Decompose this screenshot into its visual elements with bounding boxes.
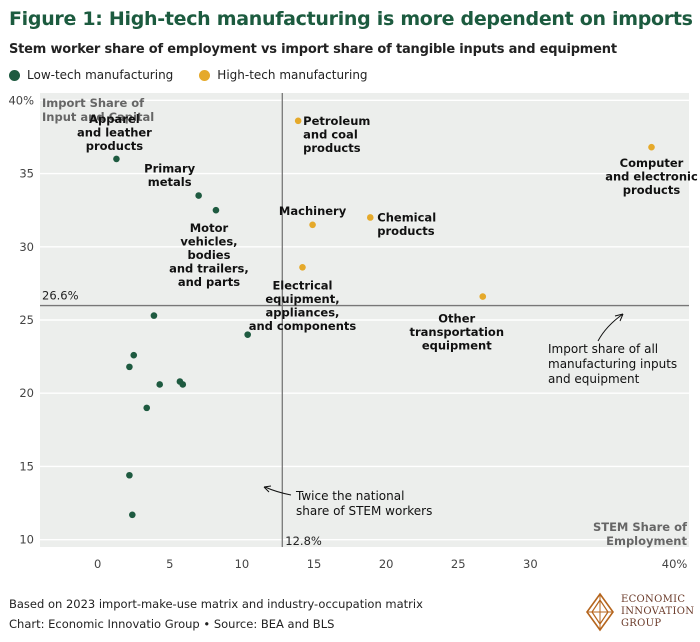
- point-low-tech-4: [150, 312, 158, 319]
- y-tick-label-30: 30: [19, 240, 34, 254]
- x-tick-label-10: 10: [235, 557, 250, 571]
- chart-subtitle: Stem worker share of employment vs impor…: [9, 42, 617, 57]
- legend-item-high-tech: High-tech manufacturing: [199, 68, 368, 82]
- legend-swatch-high-tech: [199, 69, 211, 81]
- annotation-import-share-arrow: [597, 313, 624, 342]
- point-high-tech-3: [299, 263, 306, 271]
- point-low-tech-9: [179, 381, 187, 388]
- point-label-other-transportation-equipment: Other transportation equipment: [409, 312, 504, 353]
- point-high-tech-2: [366, 214, 374, 221]
- x-tick-label-0: 0: [94, 557, 101, 571]
- y-tick-label-35: 35: [19, 167, 34, 181]
- annotation-import-share-arrowhead: [614, 313, 624, 322]
- legend-item-low-tech: Low-tech manufacturing: [9, 68, 173, 82]
- point-label-motor-vehicles-bodies-and-trailers-and-parts: Motor vehicles, bodies and trailers, and par…: [169, 221, 249, 289]
- point-low-tech-0: [113, 155, 120, 163]
- point-high-tech-4: [479, 293, 487, 300]
- logo-text-line2: INNOVATION: [621, 606, 695, 617]
- point-label-computer-and-electronic-products: Computer and electronic products: [605, 156, 698, 197]
- logo: ECONOMIC INNOVATION GROUP: [585, 592, 694, 632]
- point-high-tech-5: [648, 143, 655, 151]
- x-tick-label-40: 40%: [662, 557, 688, 571]
- point-high-tech-1: [309, 221, 316, 229]
- y-axis-title: Import Share of Input and Capital: [42, 96, 154, 124]
- annotation-stem-share-arrow: [264, 486, 292, 496]
- annotation-import-share: Import share of all manufacturing inputs a…: [548, 342, 677, 386]
- point-low-tech-7: [156, 381, 164, 388]
- footnote: Based on 2023 import-make-use matrix and…: [9, 597, 423, 611]
- point-low-tech-3: [244, 331, 251, 338]
- y-tick-label-40: 40%: [8, 93, 34, 107]
- legend-label-low-tech: Low-tech manufacturing: [27, 68, 174, 82]
- chart-title: Figure 1: High-tech manufacturing is mor…: [9, 8, 693, 30]
- y-tick-label-20: 20: [19, 386, 34, 400]
- x-axis-title: STEM Share of Employment: [593, 520, 688, 548]
- ref-line-vertical-label: 12.8%: [285, 534, 322, 548]
- x-tick-label-5: 5: [166, 557, 173, 571]
- x-tick-label-20: 20: [379, 557, 394, 571]
- x-tick-label-15: 15: [307, 557, 322, 571]
- x-tick-label-25: 25: [451, 557, 466, 571]
- annotation-stem-share-arrowhead: [263, 485, 272, 493]
- logo-mark-icon: [586, 592, 614, 632]
- point-low-tech-2: [212, 206, 220, 214]
- ref-line-horizontal-label: 26.6%: [42, 289, 79, 303]
- y-tick-label-10: 10: [19, 533, 34, 547]
- point-label-chemical-products: Chemical products: [377, 210, 436, 238]
- logo-text-line3: GROUP: [621, 618, 662, 629]
- point-low-tech-11: [126, 471, 133, 479]
- x-tick-label-30: 30: [523, 557, 538, 571]
- legend-swatch-low-tech: [9, 69, 20, 81]
- point-label-primary-metals: Primary metals: [144, 162, 195, 190]
- point-label-machinery: Machinery: [279, 204, 347, 218]
- y-tick-label-25: 25: [19, 313, 34, 327]
- point-label-electrical-equipment-appliances-and-components: Electrical equipment, appliances, and compo…: [249, 278, 357, 333]
- legend-label-high-tech: High-tech manufacturing: [217, 68, 368, 82]
- logo-text-line1: ECONOMIC: [621, 594, 686, 605]
- source-line: Chart: Economic Innovatio Group • Source…: [9, 617, 335, 631]
- point-low-tech-5: [130, 351, 138, 359]
- point-low-tech-1: [195, 192, 202, 199]
- point-low-tech-10: [143, 404, 151, 412]
- point-low-tech-12: [129, 511, 136, 519]
- y-tick-label-15: 15: [19, 459, 34, 473]
- point-low-tech-6: [126, 363, 133, 371]
- point-high-tech-0: [294, 117, 302, 125]
- point-label-apparel-and-leather-products: Apparel and leather products: [77, 112, 152, 153]
- point-label-petroleum-and-coal-products: Petroleum and coal products: [303, 114, 370, 155]
- legend: Low-tech manufacturing High-tech manufac…: [9, 68, 368, 82]
- annotation-stem-share: Twice the national share of STEM workers: [295, 489, 432, 518]
